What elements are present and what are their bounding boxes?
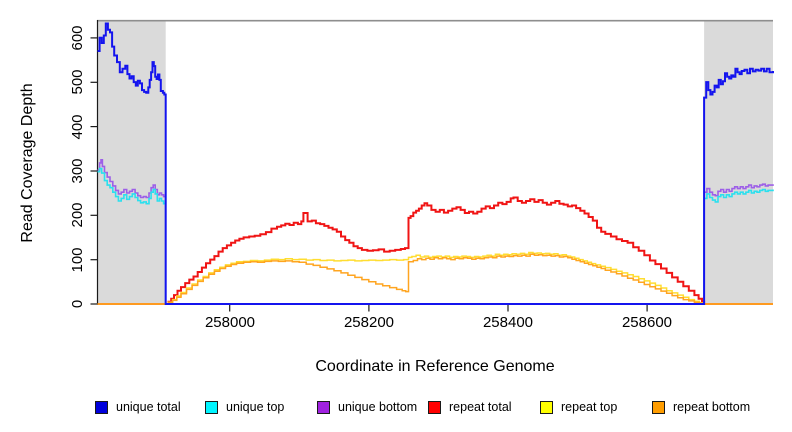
legend-item: repeat total [428, 399, 512, 415]
x-tick-label: 258000 [204, 314, 256, 331]
shaded-region [97, 20, 166, 305]
x-tick-label: 258200 [343, 314, 395, 331]
shaded-region [704, 20, 773, 305]
series-repeat-total-line [97, 196, 773, 305]
y-axis-title: Read Coverage Depth [19, 83, 36, 243]
repeat-top-swatch-icon [540, 400, 553, 414]
unique-top-swatch-icon [205, 400, 218, 414]
y-axis-ticks [90, 37, 97, 305]
legend-item: repeat top [540, 399, 617, 415]
y-tick-label: 100 [69, 247, 86, 273]
series-repeat-top-line [97, 251, 773, 305]
series-unique-top-line [97, 167, 774, 305]
x-axis-ticks [229, 304, 648, 312]
x-axis-title: Coordinate in Reference Genome [315, 358, 555, 375]
legend-label: repeat total [449, 400, 512, 414]
y-tick-label: 600 [69, 25, 86, 51]
y-tick-label: 400 [69, 114, 86, 140]
repeat-bottom-swatch-icon [652, 400, 665, 414]
series-unique-bottom-line [97, 159, 774, 305]
legend-item: repeat bottom [652, 399, 750, 415]
x-tick-label: 258600 [621, 314, 673, 331]
legend-label: unique top [226, 400, 285, 414]
y-tick-label: 300 [69, 158, 86, 184]
series-unique-total-line [97, 22, 774, 305]
unique-bottom-swatch-icon [317, 400, 330, 414]
legend-item: unique total [95, 399, 181, 415]
y-tick-label: 500 [69, 69, 86, 95]
legend-label: unique total [116, 400, 181, 414]
legend-item: unique top [205, 399, 284, 415]
repeat-total-swatch-icon [428, 400, 441, 414]
legend-label: repeat bottom [673, 400, 751, 414]
legend-label: repeat top [561, 400, 618, 414]
series-repeat-bottom-line [97, 253, 773, 305]
y-tick-label: 0 [69, 299, 86, 309]
y-tick-label: 200 [69, 202, 86, 228]
unique-total-swatch-icon [95, 400, 108, 414]
legend: unique total unique top unique bottom re… [0, 399, 792, 419]
legend-label: unique bottom [338, 400, 418, 414]
x-tick-label: 258400 [482, 314, 534, 331]
legend-item: unique bottom [317, 399, 417, 415]
